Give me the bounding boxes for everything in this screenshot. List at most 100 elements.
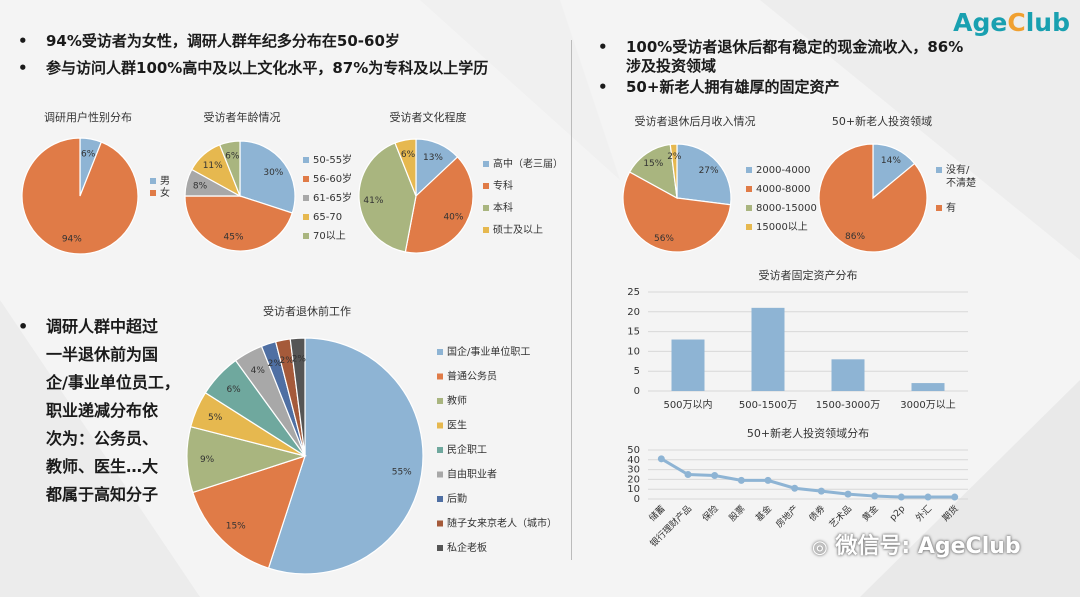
assets-bar-3 [911, 383, 945, 391]
invest-fields-xtick-7: 艺术品 [827, 503, 855, 531]
job-title: 受访者退休前工作 [263, 304, 351, 318]
wechat-icon: ◎ [812, 537, 828, 558]
education-legend-1: 专科 [493, 179, 513, 192]
assets-xtick-0: 500万以内 [663, 398, 712, 411]
job-label-4: 6% [226, 385, 241, 395]
invest-fields-point-0 [657, 455, 665, 463]
bullet-assets: • 50+新老人拥有雄厚的固定资产 [598, 78, 840, 96]
invest-fields-point-2 [711, 471, 719, 479]
invest-fields-xtick-10: 外汇 [913, 503, 934, 524]
job-legend-2: 教师 [447, 394, 467, 407]
age-legend-1: 56-60岁 [313, 172, 352, 185]
job-legend-4: 民企职工 [447, 443, 487, 456]
gender-legend-0: 男 [160, 175, 170, 187]
income-legend-3: 15000以上 [756, 221, 808, 233]
invest-fields-xtick-4: 基金 [753, 503, 774, 524]
age-legend-swatch-2 [303, 195, 309, 201]
education-slice-1 [404, 156, 474, 254]
job-legend-swatch-6 [437, 496, 443, 502]
job-label-2: 9% [200, 455, 215, 465]
invest-fields-point-9 [897, 493, 905, 501]
invest-fields-ytick-1: 10 [627, 484, 640, 495]
job-legend-swatch-0 [437, 349, 443, 355]
job-slice-0 [267, 337, 424, 575]
assets-bar-0 [671, 339, 705, 391]
ageclub-logo: AgeClub [953, 8, 1070, 37]
job-label-3: 5% [208, 413, 223, 423]
income-slice-0 [676, 143, 732, 206]
assets-title: 受访者固定资产分布 [759, 268, 858, 282]
income-legend-0: 2000-4000 [756, 165, 811, 176]
invest-fields-xtick-5: 房地产 [773, 503, 801, 531]
age-slice-1 [184, 195, 294, 252]
education-slice-3 [394, 138, 417, 197]
age-legend-2: 61-65岁 [313, 191, 352, 204]
age-slice-0 [239, 140, 296, 214]
vertical-divider [571, 40, 572, 560]
job-legend-swatch-1 [437, 373, 443, 380]
age-legend-4: 70以上 [313, 230, 346, 242]
invest-legend-swatch-0 [936, 167, 942, 173]
income-label-0: 27% [699, 166, 719, 176]
bullet-gender-age: • 94%受访者为女性，调研人群年纪多分布在50-60岁 [18, 32, 400, 50]
job-label-7: 2% [280, 356, 295, 366]
job-legend-swatch-2 [437, 398, 443, 404]
wechat-watermark: ◎ 微信号: AgeClub [812, 534, 1021, 559]
education-legend-3: 硕士及以上 [493, 223, 543, 236]
bullet-education: • 参与访问人群100%高中及以上文化水平，87%为专科及以上学历 [18, 59, 489, 77]
invest-legend-1: 有 [946, 201, 956, 214]
invest-fields-point-7 [844, 490, 852, 498]
invest-fields-xtick-8: 黄金 [860, 503, 881, 524]
age-legend-swatch-4 [303, 233, 309, 239]
age-legend-0: 50-55岁 [313, 153, 352, 166]
invest-fields-point-8 [871, 492, 879, 500]
income-legend-2: 8000-15000 [756, 203, 817, 214]
invest-fields-point-5 [791, 484, 799, 492]
invest-fields-title: 50+新老人投资领域分布 [747, 426, 869, 440]
education-title: 受访者文化程度 [390, 110, 467, 124]
invest-title: 50+新老人投资领域 [832, 114, 932, 128]
age-legend-swatch-1 [303, 176, 309, 182]
invest-fields-xtick-2: 保险 [700, 503, 721, 524]
invest-fields-xtick-3: 股票 [727, 503, 748, 524]
education-slice-2 [358, 142, 417, 253]
assets-ytick-4: 20 [627, 307, 640, 318]
income-legend-swatch-3 [746, 224, 752, 230]
job-legend-8: 私企老板 [447, 541, 487, 554]
invest-fields-xtick-6: 债券 [806, 503, 827, 524]
job-legend-0: 国企/事业单位职工 [447, 345, 530, 358]
education-legend-2: 本科 [493, 201, 513, 214]
invest-fields-ytick-0: 0 [634, 494, 640, 505]
job-label-8: 2% [292, 354, 307, 364]
education-legend-0: 高中（老三届） [493, 157, 563, 170]
assets-xtick-1: 500-1500万 [739, 400, 797, 411]
education-label-2: 41% [363, 196, 383, 206]
assets-ytick-5: 25 [627, 287, 640, 298]
education-legend-swatch-2 [483, 205, 489, 211]
income-label-1: 56% [654, 234, 674, 244]
education-label-0: 13% [423, 153, 443, 163]
job-legend-swatch-5 [437, 471, 443, 478]
age-slice-4 [218, 140, 241, 197]
invest-slice-1 [818, 143, 928, 253]
income-slice-1 [622, 171, 732, 253]
job-label-1: 15% [226, 521, 246, 531]
invest-fields-point-1 [684, 471, 692, 478]
age-title: 受访者年龄情况 [204, 110, 281, 124]
invest-fields-ytick-2: 20 [627, 474, 640, 485]
bullet-income: • 100%受访者退休后都有稳定的现金流收入，86% [598, 38, 964, 56]
assets-ytick-1: 5 [634, 366, 640, 377]
job-legend-swatch-3 [437, 422, 443, 429]
income-legend-swatch-2 [746, 205, 752, 211]
job-legend-1: 普通公务员 [447, 370, 497, 383]
income-label-3: 2% [667, 152, 682, 162]
age-label-4: 6% [225, 151, 240, 161]
assets-ytick-0: 0 [634, 386, 640, 397]
age-legend-swatch-3 [303, 214, 309, 220]
invest-legend-swatch-1 [936, 205, 942, 211]
education-legend-swatch-1 [483, 183, 489, 189]
invest-label-0: 14% [881, 156, 901, 166]
gender-label-1: 94% [62, 235, 82, 245]
invest-label-1: 86% [845, 232, 865, 242]
